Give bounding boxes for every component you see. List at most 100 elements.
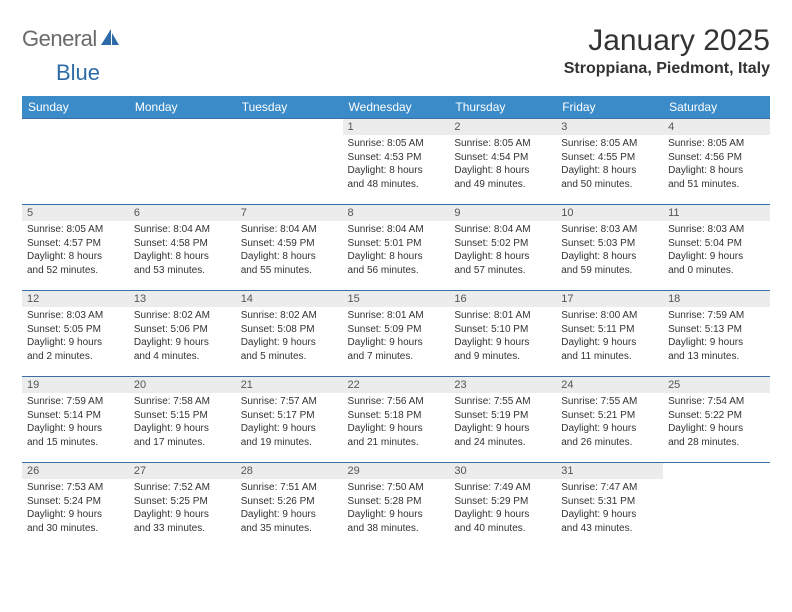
day-number: 6 xyxy=(129,205,236,221)
col-wednesday: Wednesday xyxy=(343,96,450,119)
day-line: Daylight: 8 hours xyxy=(241,250,338,264)
day-number: 26 xyxy=(22,463,129,479)
day-line: Sunrise: 8:05 AM xyxy=(561,137,658,151)
day-number: 27 xyxy=(129,463,236,479)
day-line: Sunset: 5:26 PM xyxy=(241,495,338,509)
day-content: Sunrise: 8:02 AMSunset: 5:06 PMDaylight:… xyxy=(129,307,236,367)
day-number: 19 xyxy=(22,377,129,393)
day-content: Sunrise: 7:54 AMSunset: 5:22 PMDaylight:… xyxy=(663,393,770,453)
col-sunday: Sunday xyxy=(22,96,129,119)
day-line: and 55 minutes. xyxy=(241,264,338,278)
day-number: 24 xyxy=(556,377,663,393)
day-line: Sunset: 5:02 PM xyxy=(454,237,551,251)
day-line: and 7 minutes. xyxy=(348,350,445,364)
calendar-cell: 6Sunrise: 8:04 AMSunset: 4:58 PMDaylight… xyxy=(129,205,236,291)
calendar-row: 1Sunrise: 8:05 AMSunset: 4:53 PMDaylight… xyxy=(22,119,770,205)
day-line: Sunrise: 8:04 AM xyxy=(454,223,551,237)
calendar-row: 5Sunrise: 8:05 AMSunset: 4:57 PMDaylight… xyxy=(22,205,770,291)
calendar-cell: 16Sunrise: 8:01 AMSunset: 5:10 PMDayligh… xyxy=(449,291,556,377)
calendar-head: Sunday Monday Tuesday Wednesday Thursday… xyxy=(22,96,770,119)
day-line: Daylight: 9 hours xyxy=(668,422,765,436)
day-line: Daylight: 8 hours xyxy=(348,164,445,178)
day-line: and 0 minutes. xyxy=(668,264,765,278)
day-line: Daylight: 9 hours xyxy=(348,336,445,350)
day-content: Sunrise: 8:05 AMSunset: 4:57 PMDaylight:… xyxy=(22,221,129,281)
day-line: and 19 minutes. xyxy=(241,436,338,450)
day-content: Sunrise: 8:05 AMSunset: 4:54 PMDaylight:… xyxy=(449,135,556,195)
calendar-cell: 5Sunrise: 8:05 AMSunset: 4:57 PMDaylight… xyxy=(22,205,129,291)
day-line: Sunrise: 7:58 AM xyxy=(134,395,231,409)
day-number: 8 xyxy=(343,205,450,221)
calendar-cell: 24Sunrise: 7:55 AMSunset: 5:21 PMDayligh… xyxy=(556,377,663,463)
day-line: Daylight: 9 hours xyxy=(134,336,231,350)
day-line: Daylight: 9 hours xyxy=(454,422,551,436)
day-number: 7 xyxy=(236,205,343,221)
day-content: Sunrise: 7:55 AMSunset: 5:19 PMDaylight:… xyxy=(449,393,556,453)
col-monday: Monday xyxy=(129,96,236,119)
day-content: Sunrise: 7:59 AMSunset: 5:13 PMDaylight:… xyxy=(663,307,770,367)
day-content: Sunrise: 7:49 AMSunset: 5:29 PMDaylight:… xyxy=(449,479,556,539)
day-line: and 50 minutes. xyxy=(561,178,658,192)
day-line: Sunrise: 7:47 AM xyxy=(561,481,658,495)
day-line: Daylight: 8 hours xyxy=(561,164,658,178)
day-content: Sunrise: 7:52 AMSunset: 5:25 PMDaylight:… xyxy=(129,479,236,539)
day-line: Sunset: 5:01 PM xyxy=(348,237,445,251)
day-line: Sunset: 5:15 PM xyxy=(134,409,231,423)
day-line: Sunrise: 8:05 AM xyxy=(348,137,445,151)
day-line: and 28 minutes. xyxy=(668,436,765,450)
day-line: Daylight: 9 hours xyxy=(561,336,658,350)
day-number: 15 xyxy=(343,291,450,307)
day-content: Sunrise: 8:01 AMSunset: 5:10 PMDaylight:… xyxy=(449,307,556,367)
day-line: Sunrise: 8:05 AM xyxy=(454,137,551,151)
day-line: Daylight: 9 hours xyxy=(27,422,124,436)
day-line: Sunset: 5:11 PM xyxy=(561,323,658,337)
day-line: Sunset: 5:29 PM xyxy=(454,495,551,509)
day-line: Daylight: 8 hours xyxy=(454,250,551,264)
day-line: Sunset: 5:22 PM xyxy=(668,409,765,423)
day-content: Sunrise: 8:03 AMSunset: 5:04 PMDaylight:… xyxy=(663,221,770,281)
day-line: Daylight: 9 hours xyxy=(27,336,124,350)
day-line: Sunrise: 8:01 AM xyxy=(348,309,445,323)
calendar-cell: 4Sunrise: 8:05 AMSunset: 4:56 PMDaylight… xyxy=(663,119,770,205)
day-content: Sunrise: 8:05 AMSunset: 4:56 PMDaylight:… xyxy=(663,135,770,195)
calendar-cell: 9 Sunrise: 8:04 AMSunset: 5:02 PMDaylight… xyxy=(449,205,556,291)
day-line: Sunset: 5:04 PM xyxy=(668,237,765,251)
calendar-cell: 12Sunrise: 8:03 AMSunset: 5:05 PMDayligh… xyxy=(22,291,129,377)
day-line: Sunset: 5:05 PM xyxy=(27,323,124,337)
day-line: Sunrise: 8:03 AM xyxy=(561,223,658,237)
calendar-cell: 8Sunrise: 8:04 AMSunset: 5:01 PMDaylight… xyxy=(343,205,450,291)
day-number: 16 xyxy=(449,291,556,307)
logo-blue-text: Blue xyxy=(56,60,116,86)
day-line: and 52 minutes. xyxy=(27,264,124,278)
day-line: Daylight: 9 hours xyxy=(561,422,658,436)
day-line: and 15 minutes. xyxy=(27,436,124,450)
calendar-cell xyxy=(22,119,129,205)
day-line: Daylight: 8 hours xyxy=(27,250,124,264)
day-line: Sunrise: 7:49 AM xyxy=(454,481,551,495)
day-content: Sunrise: 8:04 AMSunset: 5:01 PMDaylight:… xyxy=(343,221,450,281)
col-tuesday: Tuesday xyxy=(236,96,343,119)
day-line: Sunrise: 8:04 AM xyxy=(241,223,338,237)
month-title: January 2025 xyxy=(564,24,770,58)
day-line: Sunset: 5:14 PM xyxy=(27,409,124,423)
day-line: Sunset: 5:25 PM xyxy=(134,495,231,509)
day-line: and 53 minutes. xyxy=(134,264,231,278)
day-number: 14 xyxy=(236,291,343,307)
calendar-cell: 31Sunrise: 7:47 AMSunset: 5:31 PMDayligh… xyxy=(556,463,663,549)
day-content: Sunrise: 8:02 AMSunset: 5:08 PMDaylight:… xyxy=(236,307,343,367)
day-line: Sunrise: 7:59 AM xyxy=(27,395,124,409)
day-line: Daylight: 8 hours xyxy=(348,250,445,264)
day-number: 21 xyxy=(236,377,343,393)
day-number: 11 xyxy=(663,205,770,221)
day-number: 9 xyxy=(449,205,556,221)
calendar-cell: 20Sunrise: 7:58 AMSunset: 5:15 PMDayligh… xyxy=(129,377,236,463)
day-line: Daylight: 8 hours xyxy=(668,164,765,178)
day-line: Daylight: 9 hours xyxy=(454,336,551,350)
day-line: and 17 minutes. xyxy=(134,436,231,450)
day-number: 1 xyxy=(343,119,450,135)
calendar-table: Sunday Monday Tuesday Wednesday Thursday… xyxy=(22,96,770,549)
calendar-cell: 2Sunrise: 8:05 AMSunset: 4:54 PMDaylight… xyxy=(449,119,556,205)
day-line: Daylight: 8 hours xyxy=(561,250,658,264)
day-line: Sunset: 5:06 PM xyxy=(134,323,231,337)
day-line: Sunset: 5:17 PM xyxy=(241,409,338,423)
